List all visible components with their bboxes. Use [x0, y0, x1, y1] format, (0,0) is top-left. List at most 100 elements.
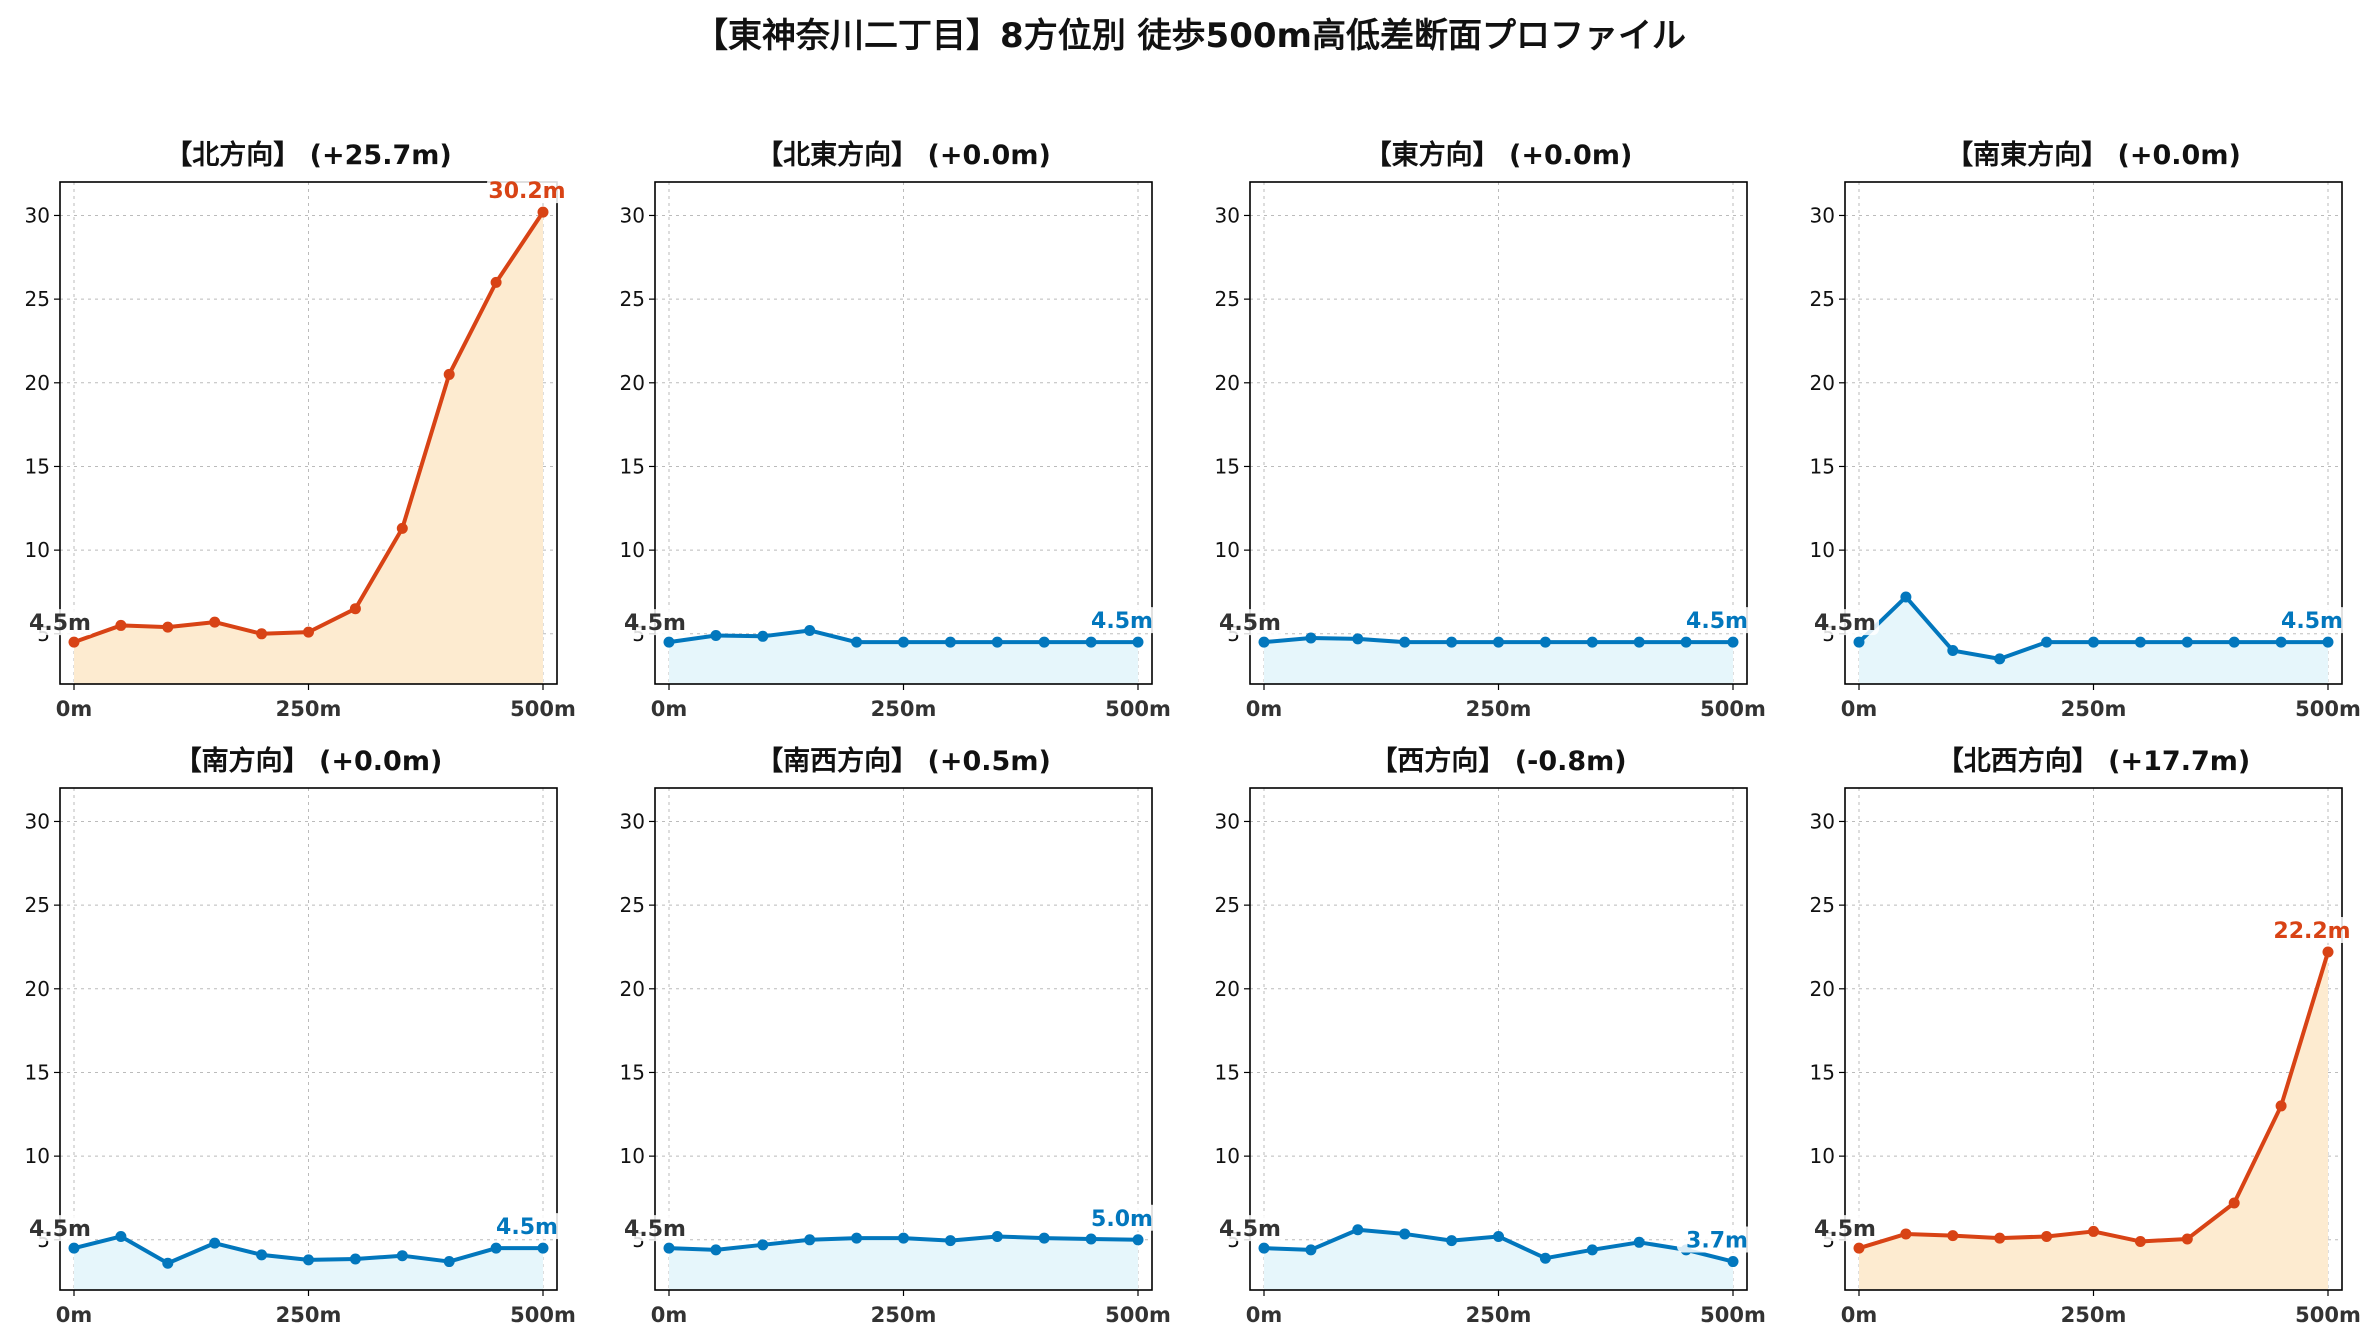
x-tick-label: 250m	[276, 1303, 342, 1327]
y-tick-label: 20	[620, 977, 645, 1001]
y-tick-label: 30	[1215, 203, 1240, 227]
y-tick-label: 25	[25, 893, 50, 917]
x-tick-label: 0m	[1246, 1303, 1283, 1327]
data-point	[1947, 645, 1959, 657]
data-point	[2228, 1197, 2240, 1209]
y-tick-label: 30	[1810, 809, 1835, 833]
y-tick-label: 20	[620, 371, 645, 395]
data-point	[1258, 636, 1270, 648]
end-value-label: 4.5m	[1091, 609, 1153, 634]
data-point	[1586, 636, 1598, 648]
data-point	[2088, 636, 2099, 648]
data-point	[1493, 1230, 1504, 1242]
y-tick-label: 10	[25, 538, 50, 562]
y-tick-label: 20	[25, 371, 50, 395]
x-tick-label: 500m	[1105, 697, 1171, 721]
start-label-bg	[1216, 609, 1284, 636]
data-point	[1352, 633, 1364, 645]
y-tick-label: 30	[1810, 203, 1835, 227]
y-tick-label: 10	[25, 1144, 50, 1168]
data-point	[68, 636, 80, 648]
x-tick-label: 0m	[1841, 697, 1878, 721]
data-point	[2088, 1225, 2099, 1237]
end-value-label: 3.7m	[1686, 1229, 1748, 1254]
y-tick-label: 25	[1215, 287, 1240, 311]
start-label-bg	[1811, 609, 1879, 636]
x-tick-label: 0m	[651, 697, 688, 721]
x-tick-label: 500m	[2295, 697, 2361, 721]
data-point	[1633, 1236, 1645, 1248]
subplot-title: 【北西方向】 (+17.7m)	[1937, 745, 2250, 777]
data-point	[1132, 1234, 1144, 1246]
data-point	[1305, 632, 1317, 644]
subplot-title: 【北方向】 (+25.7m)	[165, 139, 451, 171]
y-tick-label: 25	[25, 287, 50, 311]
subplot-title: 【東方向】 (+0.0m)	[1365, 139, 1633, 171]
data-point	[757, 1239, 769, 1251]
x-tick-label: 500m	[2295, 1303, 2361, 1327]
subplot-title: 【南方向】 (+0.0m)	[175, 745, 443, 777]
x-tick-label: 250m	[2061, 697, 2127, 721]
area-fill	[1264, 1229, 1733, 1290]
x-tick-label: 250m	[2061, 1303, 2127, 1327]
y-tick-label: 15	[1215, 454, 1240, 478]
x-tick-label: 0m	[56, 1303, 93, 1327]
data-point	[396, 1250, 408, 1262]
axes-frame	[59, 787, 558, 1291]
data-point	[2322, 636, 2334, 648]
end-label-bg	[487, 177, 563, 204]
start-label-bg	[26, 609, 94, 636]
x-tick-label: 500m	[1700, 697, 1766, 721]
start-value-label: 4.5m	[29, 611, 91, 636]
start-label-bg	[1811, 1215, 1879, 1242]
start-label-bg	[621, 1215, 689, 1242]
area-fill	[1264, 637, 1733, 684]
data-point	[1085, 1233, 1097, 1245]
data-point	[537, 206, 549, 218]
subplot-title: 【北東方向】 (+0.0m)	[756, 139, 1051, 171]
data-point	[1085, 636, 1097, 648]
y-tick-label: 30	[620, 203, 645, 227]
data-point	[115, 619, 127, 631]
x-tick-label: 0m	[1246, 697, 1283, 721]
data-point	[256, 628, 268, 640]
data-point	[1680, 636, 1692, 648]
y-tick-label: 10	[1810, 1144, 1835, 1168]
y-tick-label: 15	[620, 1060, 645, 1084]
subplot-1: 【北東方向】 (+0.0m)510152025300m250m500m4.5m4…	[620, 139, 1171, 721]
data-point	[443, 368, 455, 380]
x-tick-label: 250m	[1466, 697, 1532, 721]
data-point	[209, 1237, 221, 1249]
start-value-label: 4.5m	[1219, 611, 1281, 636]
data-point	[2181, 636, 2193, 648]
data-point	[68, 1242, 80, 1254]
y-tick-label: 30	[1215, 809, 1240, 833]
start-value-label: 4.5m	[624, 611, 686, 636]
data-point	[1399, 636, 1411, 648]
start-value-label: 4.5m	[624, 1217, 686, 1242]
data-point	[1539, 636, 1551, 648]
subplot-0: 【北方向】 (+25.7m)510152025300m250m500m4.5m3…	[25, 139, 576, 721]
y-tick-label: 15	[1810, 454, 1835, 478]
data-point	[1633, 636, 1645, 648]
y-tick-label: 15	[620, 454, 645, 478]
data-point	[349, 1253, 361, 1265]
data-point	[1900, 1228, 1912, 1240]
y-tick-label: 20	[1215, 371, 1240, 395]
data-point	[710, 1244, 722, 1256]
y-tick-label: 30	[620, 809, 645, 833]
area-fill	[1859, 596, 2328, 684]
subplot-7: 【北西方向】 (+17.7m)510152025300m250m500m4.5m…	[1810, 745, 2361, 1327]
subplot-title: 【南東方向】 (+0.0m)	[1946, 139, 2241, 171]
data-point	[349, 603, 361, 615]
axes-frame	[1249, 787, 1748, 1291]
x-tick-label: 500m	[510, 697, 576, 721]
data-point	[1446, 1235, 1458, 1247]
end-label-bg	[487, 1213, 563, 1240]
y-tick-label: 25	[1810, 893, 1835, 917]
end-value-label: 4.5m	[496, 1215, 558, 1240]
data-point	[663, 636, 675, 648]
data-point	[2181, 1233, 2193, 1245]
y-tick-label: 30	[25, 203, 50, 227]
y-tick-label: 20	[1810, 977, 1835, 1001]
